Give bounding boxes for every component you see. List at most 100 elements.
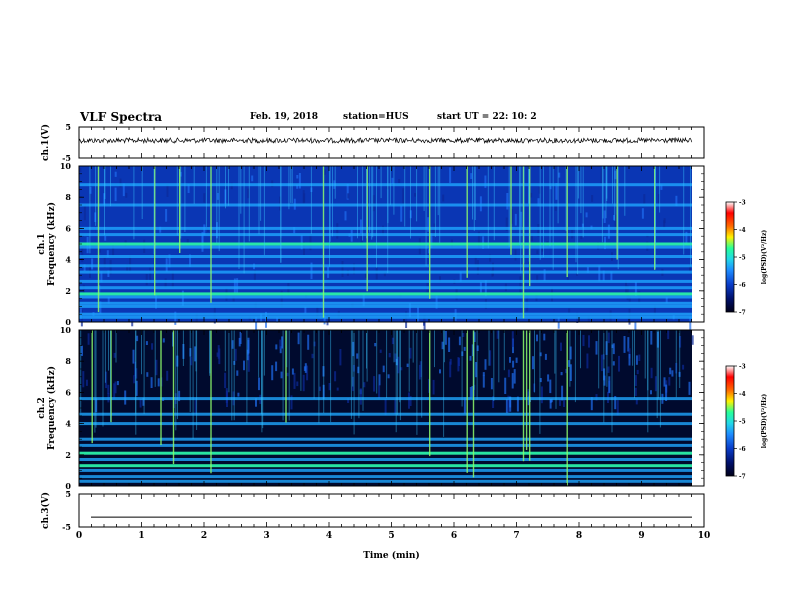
spectral-streak: [443, 330, 445, 437]
noise-speck: [665, 384, 668, 401]
ch2-spectrogram-ylabel: ch.2Frequency (kHz): [37, 366, 57, 450]
spectral-streak: [393, 330, 395, 363]
spectral-streak: [332, 166, 333, 237]
colorbar-tick-label: -7: [739, 474, 746, 481]
spectral-streak: [102, 330, 104, 427]
spectral-streak: [634, 330, 635, 399]
ch1-spectrogram-ylabel-line: Frequency (kHz): [46, 202, 57, 286]
spectral-streak: [528, 166, 529, 204]
ch1-spectrogram-colorbar: [725, 201, 735, 313]
noise-speck: [442, 194, 445, 202]
noise-speck: [509, 396, 512, 412]
noise-speck: [323, 169, 326, 175]
noise-speck: [233, 278, 236, 293]
spectral-streak: [675, 330, 677, 398]
noise-speck: [234, 348, 237, 361]
spectral-streak: [569, 330, 571, 387]
noise-speck: [603, 210, 606, 223]
noise-speck: [379, 349, 382, 353]
spectral-streak: [549, 166, 551, 247]
spectral-streak: [310, 166, 312, 234]
spectral-streak: [330, 330, 332, 423]
ch1-ylabel-line: ch.1(V): [40, 124, 51, 161]
spectral-streak: [611, 330, 613, 433]
spectral-streak: [313, 330, 315, 399]
spectral-streak: [423, 166, 425, 211]
noise-speck: [469, 387, 472, 399]
noise-speck: [347, 398, 350, 403]
spectral-streak: [209, 330, 211, 374]
noise-speck: [470, 173, 473, 179]
noise-speck: [560, 372, 563, 376]
noise-speck: [339, 349, 342, 366]
spectral-streak: [476, 330, 478, 400]
spectral-streak: [263, 166, 265, 256]
noise-speck: [635, 355, 638, 365]
spectral-streak: [80, 330, 82, 413]
y-tick-label: 10: [60, 161, 72, 171]
noise-speck: [650, 367, 653, 379]
noise-speck: [302, 190, 305, 204]
noise-speck: [536, 250, 539, 254]
noise-speck: [106, 250, 109, 258]
noise-speck: [607, 332, 610, 344]
noise-speck: [600, 354, 603, 372]
noise-speck: [658, 194, 660, 205]
spectral-streak: [487, 166, 489, 249]
noise-speck: [405, 311, 408, 328]
noise-speck: [255, 398, 257, 407]
noise-speck: [511, 373, 514, 389]
frequency-band: [79, 279, 692, 283]
noise-speck: [569, 346, 572, 360]
noise-speck: [131, 319, 134, 327]
noise-speck: [463, 346, 466, 351]
noise-speck: [309, 233, 312, 251]
frequency-band: [79, 245, 692, 249]
noise-speck: [304, 363, 307, 373]
noise-speck: [679, 336, 682, 348]
spectral-streak: [404, 166, 406, 227]
x-tick-label: 4: [326, 531, 332, 541]
spectral-streak: [647, 330, 649, 391]
noise-speck: [490, 378, 493, 390]
noise-speck: [634, 375, 637, 386]
noise-speck: [408, 303, 411, 318]
noise-speck: [81, 345, 83, 356]
noise-speck: [142, 397, 145, 406]
spectral-streak: [362, 166, 364, 241]
frequency-band: [79, 422, 692, 426]
spectral-streak: [472, 166, 473, 220]
spectral-streak: [329, 166, 330, 267]
noise-speck: [310, 187, 313, 192]
noise-speck: [344, 211, 347, 221]
noise-speck: [382, 225, 384, 236]
noise-speck: [536, 275, 539, 283]
spectral-streak: [318, 330, 320, 424]
noise-speck: [186, 239, 189, 244]
colorbar-tick-label: -5: [739, 419, 746, 426]
noise-speck: [628, 348, 631, 359]
sferic-spike: [110, 330, 112, 423]
noise-speck: [663, 218, 666, 224]
noise-speck: [135, 380, 138, 396]
spectral-streak: [396, 330, 398, 366]
spectral-streak: [439, 166, 441, 243]
noise-speck: [560, 342, 562, 351]
noise-speck: [506, 193, 509, 210]
noise-speck: [547, 374, 550, 382]
y-tick-label: 4: [65, 419, 71, 429]
noise-speck: [114, 187, 117, 202]
noise-speck: [496, 330, 499, 339]
noise-speck: [585, 212, 588, 218]
noise-speck: [607, 224, 610, 239]
x-tick-label: 7: [513, 531, 519, 541]
spectral-streak: [177, 330, 178, 420]
noise-speck: [591, 195, 594, 202]
spectral-streak: [238, 166, 240, 269]
spectral-streak: [135, 330, 137, 415]
noise-speck: [322, 366, 325, 377]
noise-speck: [590, 397, 593, 411]
noise-speck: [549, 379, 552, 394]
spectral-streak: [580, 166, 582, 214]
sferic-spike: [97, 166, 100, 313]
